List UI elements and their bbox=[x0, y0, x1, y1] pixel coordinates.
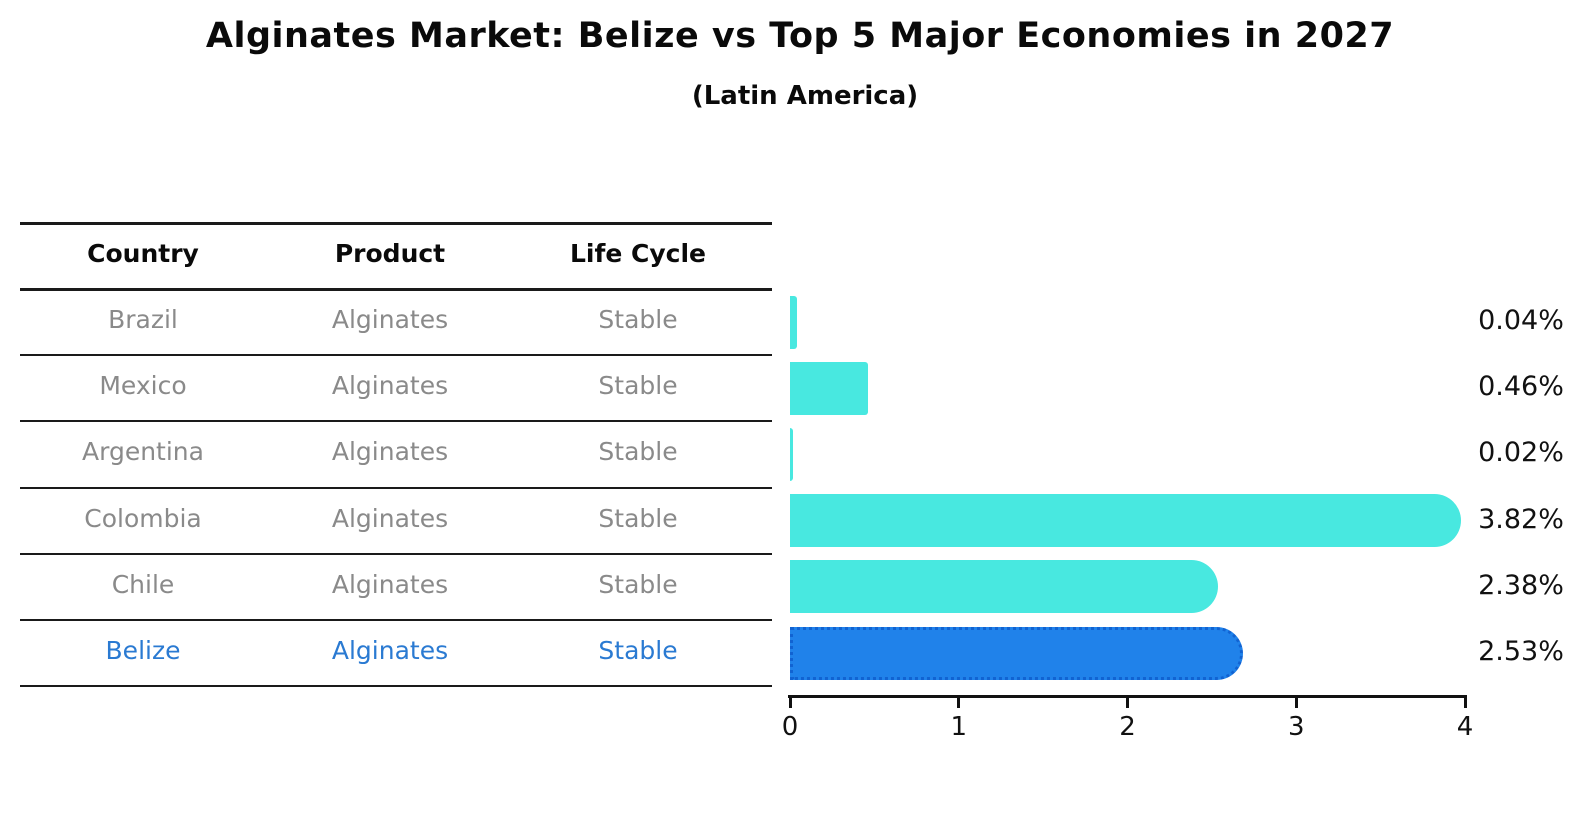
x-tick-label-2: 2 bbox=[1119, 712, 1136, 742]
table-cell-belize-1: Alginates bbox=[331, 636, 449, 665]
table-cell-chile-1: Alginates bbox=[331, 569, 449, 599]
bar-colombia bbox=[790, 494, 1461, 548]
x-tick-mark-1 bbox=[957, 695, 961, 708]
table-top-rule bbox=[20, 222, 772, 225]
value-label-belize: 2.53% bbox=[1478, 636, 1564, 667]
table-cell-belize-0: Belize bbox=[105, 636, 181, 665]
x-tick-mark-4 bbox=[1463, 695, 1467, 708]
table-cell-mexico-2: Stable bbox=[598, 371, 678, 401]
table-cell-chile-2: Stable bbox=[598, 569, 678, 599]
chart-subtitle: (Latin America) bbox=[691, 81, 919, 111]
table-cell-mexico-0: Mexico bbox=[99, 371, 187, 401]
table-row-rule bbox=[20, 685, 772, 687]
chart-title: Alginates Market: Belize vs Top 5 Major … bbox=[205, 16, 1395, 56]
x-tick-mark-2 bbox=[1126, 695, 1129, 708]
column-header-country: Country bbox=[87, 239, 199, 268]
bar-argentina bbox=[790, 427, 794, 481]
table-cell-belize-2: Stable bbox=[598, 636, 678, 665]
table-header-rule bbox=[20, 288, 772, 291]
column-header-life-cycle: Life Cycle bbox=[569, 239, 707, 268]
bar-belize bbox=[790, 626, 1243, 680]
table-row-rule bbox=[20, 553, 772, 555]
x-tick-label-1: 1 bbox=[950, 712, 968, 742]
table-cell-colombia-1: Alginates bbox=[331, 503, 449, 533]
table-cell-brazil-0: Brazil bbox=[108, 305, 178, 334]
x-tick-label-3: 3 bbox=[1287, 712, 1305, 742]
bar-brazil bbox=[790, 295, 797, 349]
x-tick-label-4: 4 bbox=[1456, 712, 1474, 742]
value-label-colombia: 3.82% bbox=[1478, 503, 1564, 535]
table-cell-argentina-1: Alginates bbox=[331, 437, 449, 467]
table-cell-mexico-1: Alginates bbox=[331, 371, 449, 401]
table-row-rule bbox=[20, 354, 772, 356]
bar-chile bbox=[790, 560, 1218, 614]
table-cell-brazil-1: Alginates bbox=[331, 305, 449, 334]
table-cell-argentina-2: Stable bbox=[598, 437, 678, 467]
column-header-product: Product bbox=[334, 239, 446, 268]
value-label-mexico: 0.46% bbox=[1478, 371, 1564, 403]
table-row-rule bbox=[20, 420, 772, 422]
bar-mexico bbox=[790, 361, 868, 415]
table-cell-argentina-0: Argentina bbox=[82, 437, 204, 467]
x-tick-mark-3 bbox=[1294, 695, 1298, 708]
table-cell-brazil-2: Stable bbox=[598, 305, 678, 334]
value-label-brazil: 0.04% bbox=[1478, 305, 1564, 336]
x-tick-mark-0 bbox=[788, 695, 792, 708]
value-label-chile: 2.38% bbox=[1478, 569, 1564, 601]
x-tick-label-0: 0 bbox=[781, 712, 799, 742]
table-cell-chile-0: Chile bbox=[111, 569, 175, 599]
value-label-argentina: 0.02% bbox=[1478, 437, 1564, 469]
table-row-rule bbox=[20, 619, 772, 621]
table-cell-colombia-0: Colombia bbox=[84, 503, 202, 533]
table-cell-colombia-2: Stable bbox=[598, 503, 678, 533]
table-row-rule bbox=[20, 487, 772, 489]
